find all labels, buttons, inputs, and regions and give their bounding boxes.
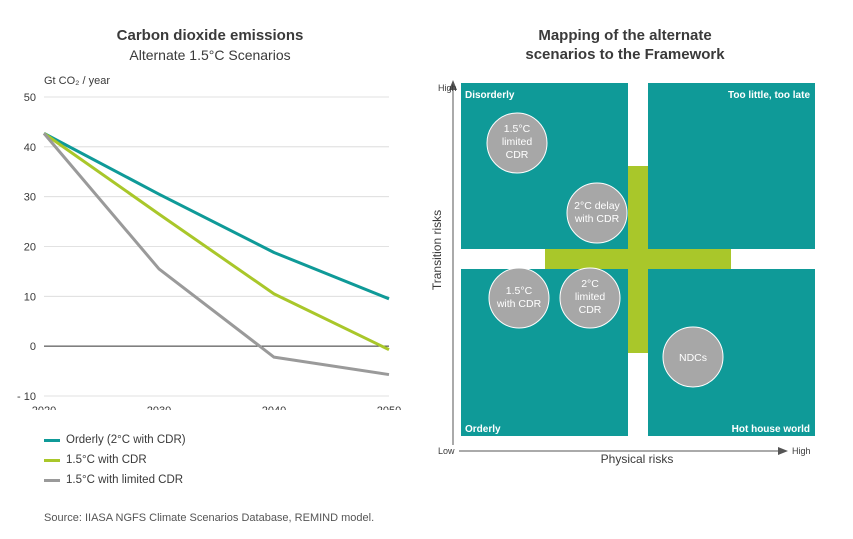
y-tick-label: 0 — [30, 341, 36, 353]
svg-text:CDR: CDR — [579, 304, 602, 316]
svg-text:1.5°C: 1.5°C — [506, 285, 533, 297]
legend-label: 1.5°C with CDR — [66, 454, 147, 466]
bubble-1-5c-limited-cdr: 1.5°C limited CDR — [486, 112, 548, 174]
emissions-line-chart: Gt CO₂ / year - 100102030405020202030204… — [17, 75, 401, 410]
y-tick-label: 50 — [24, 92, 36, 104]
svg-text:with CDR: with CDR — [496, 298, 542, 310]
x-tick-label: 2040 — [262, 405, 286, 410]
bubble-2c-delay-with-cdr: 2°C delay with CDR — [566, 182, 628, 244]
legend-item: 1.5°C with limited CDR — [44, 470, 186, 490]
bubble-2c-limited-cdr: 2°C limited CDR — [559, 267, 621, 329]
y-tick-label: - 10 — [17, 391, 36, 403]
bubble-ndcs: NDCs — [662, 326, 724, 388]
y-axis-low-label: Low — [438, 446, 455, 456]
cross-horizontal — [545, 249, 731, 269]
legend-swatch — [44, 478, 60, 482]
svg-text:1.5°C: 1.5°C — [504, 123, 531, 135]
x-axis-label: Physical risks — [601, 452, 674, 466]
series-line-1 — [43, 132, 390, 301]
legend-label: 1.5°C with limited CDR — [66, 474, 184, 486]
series-line-3 — [42, 132, 390, 377]
legend-swatch — [44, 458, 60, 462]
y-tick-label: 20 — [24, 242, 36, 254]
framework-title-line2: scenarios to the Framework — [525, 46, 725, 63]
chart-title: Carbon dioxide emissions — [116, 27, 304, 44]
svg-text:2°C: 2°C — [581, 278, 599, 290]
x-tick-label: 2020 — [32, 405, 56, 410]
label-orderly: Orderly — [465, 424, 501, 435]
framework-title-line1: Mapping of the alternate — [538, 27, 712, 44]
x-axis-high-label: High — [792, 446, 811, 456]
chart-subtitle: Alternate 1.5°C Scenarios — [129, 47, 291, 63]
label-too-little-too-late: Too little, too late — [728, 90, 810, 101]
quadrant-too-little-too-late — [648, 83, 815, 249]
svg-text:CDR: CDR — [506, 149, 529, 161]
y-axis-high-label: High — [438, 83, 457, 93]
svg-text:limited: limited — [502, 136, 533, 148]
x-tick-label: 2050 — [377, 405, 401, 410]
svg-text:NDCs: NDCs — [679, 352, 707, 364]
label-hot-house-world: Hot house world — [732, 424, 810, 435]
svg-text:limited: limited — [575, 291, 606, 303]
legend-item: 1.5°C with CDR — [44, 450, 186, 470]
y-tick-label: 40 — [24, 142, 36, 154]
quadrant-orderly — [461, 269, 628, 436]
source-note: Source: IIASA NGFS Climate Scenarios Dat… — [44, 512, 375, 524]
bubble-1-5c-with-cdr: 1.5°C with CDR — [488, 267, 550, 329]
legend-item: Orderly (2°C with CDR) — [44, 430, 186, 450]
y-axis-arrow-icon — [449, 80, 457, 90]
x-axis-arrow-icon — [778, 447, 788, 455]
svg-text:with CDR: with CDR — [574, 213, 620, 225]
svg-text:2°C delay: 2°C delay — [574, 200, 620, 212]
cross-vertical — [628, 166, 648, 353]
y-tick-label: 30 — [24, 192, 36, 204]
y-axis-label: Transition risks — [430, 210, 444, 290]
y-axis-unit-label: Gt CO₂ / year — [44, 75, 110, 87]
y-tick-label: 10 — [24, 291, 36, 303]
legend-swatch — [44, 438, 60, 442]
series-line-2 — [43, 132, 390, 352]
legend-label: Orderly (2°C with CDR) — [66, 434, 186, 446]
quadrant-disorderly — [461, 83, 628, 249]
quadrant-hot-house-world — [648, 269, 815, 436]
label-disorderly: Disorderly — [465, 90, 515, 101]
legend: Orderly (2°C with CDR) 1.5°C with CDR 1.5°… — [44, 430, 186, 490]
